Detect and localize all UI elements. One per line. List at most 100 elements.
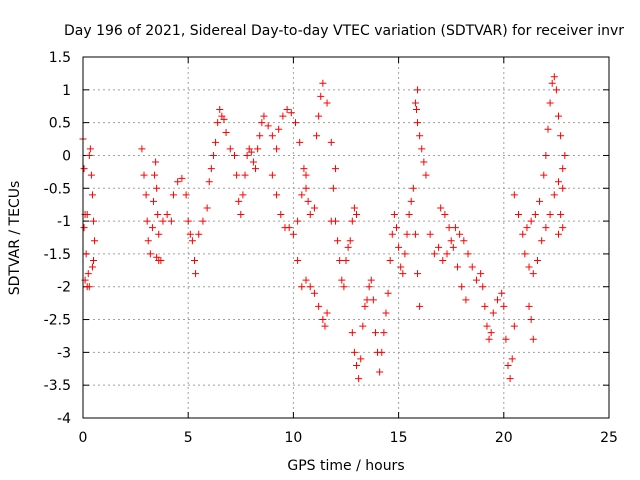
data-point — [449, 243, 457, 251]
data-point — [152, 158, 160, 166]
data-point — [403, 230, 411, 238]
y-tick-label: 0 — [62, 148, 71, 164]
data-point — [214, 119, 222, 127]
data-point — [426, 230, 434, 238]
data-point — [350, 204, 358, 212]
data-point — [149, 197, 157, 205]
data-point — [472, 276, 480, 284]
data-point — [414, 119, 422, 127]
data-point — [336, 256, 344, 264]
data-point — [329, 184, 337, 192]
data-point — [289, 230, 297, 238]
data-point — [371, 329, 379, 337]
data-point — [298, 283, 306, 291]
data-point — [315, 302, 323, 310]
data-point — [300, 165, 308, 173]
y-tick-label: -2 — [57, 280, 71, 296]
data-point — [454, 263, 462, 271]
data-point — [331, 165, 339, 173]
data-point — [477, 270, 485, 278]
data-point — [405, 211, 413, 219]
x-tick-label: 20 — [495, 430, 513, 446]
data-point — [487, 329, 495, 337]
grid-lines — [83, 57, 609, 418]
data-point — [515, 211, 523, 219]
data-point — [254, 145, 262, 153]
data-point — [479, 283, 487, 291]
data-point — [319, 316, 327, 324]
data-point — [82, 250, 90, 258]
data-point — [483, 322, 491, 330]
data-point — [205, 178, 213, 186]
x-tick-label: 15 — [390, 430, 408, 446]
y-tick-label: -4 — [57, 411, 71, 427]
axis-ticks — [82, 56, 610, 419]
data-point — [538, 237, 546, 245]
data-point — [493, 296, 501, 304]
data-point — [199, 217, 207, 225]
data-point — [346, 237, 354, 245]
data-point — [323, 309, 331, 317]
data-point — [138, 145, 146, 153]
data-point — [529, 335, 537, 343]
data-point — [233, 171, 241, 179]
data-point — [441, 211, 449, 219]
data-point — [416, 302, 424, 310]
data-point — [241, 171, 249, 179]
data-point — [555, 178, 563, 186]
data-point — [140, 171, 148, 179]
data-point — [447, 237, 455, 245]
data-point — [382, 309, 390, 317]
data-point — [331, 217, 339, 225]
data-point — [559, 224, 567, 232]
data-point — [386, 256, 394, 264]
data-point — [378, 348, 386, 356]
data-point — [348, 217, 356, 225]
data-point — [277, 211, 285, 219]
data-point — [550, 191, 558, 199]
data-point — [90, 217, 98, 225]
data-point — [315, 112, 323, 120]
data-point — [411, 99, 419, 107]
data-point — [430, 250, 438, 258]
data-point — [456, 230, 464, 238]
data-point — [247, 148, 255, 156]
data-point — [80, 224, 88, 232]
data-point — [159, 217, 167, 225]
data-point — [153, 184, 161, 192]
data-point — [411, 230, 419, 238]
data-point — [209, 151, 217, 159]
data-point — [416, 132, 424, 140]
data-point — [342, 256, 350, 264]
data-point — [273, 191, 281, 199]
data-point — [462, 296, 470, 304]
data-point — [178, 174, 186, 182]
data-point — [188, 237, 196, 245]
data-point — [414, 86, 422, 94]
data-point — [84, 270, 92, 278]
data-point — [310, 289, 318, 297]
data-point — [559, 165, 567, 173]
data-point — [353, 211, 361, 219]
data-point — [525, 302, 533, 310]
data-point — [143, 217, 151, 225]
data-point — [365, 283, 373, 291]
data-point — [437, 204, 445, 212]
chart-title: Day 196 of 2021, Sidereal Day-to-day VTE… — [64, 23, 624, 39]
data-point — [546, 99, 554, 107]
data-point — [464, 250, 472, 258]
data-point — [367, 276, 375, 284]
data-point — [151, 171, 159, 179]
data-point — [531, 211, 539, 219]
data-point — [327, 138, 335, 146]
data-point — [235, 197, 243, 205]
y-tick-label: -2.5 — [44, 313, 71, 329]
data-point — [85, 151, 93, 159]
data-point — [357, 355, 365, 363]
data-point — [273, 145, 281, 153]
y-tick-label: -3 — [57, 345, 71, 361]
x-axis-label: GPS time / hours — [287, 458, 404, 474]
data-point — [302, 171, 310, 179]
data-point — [237, 211, 245, 219]
data-point — [249, 158, 257, 166]
